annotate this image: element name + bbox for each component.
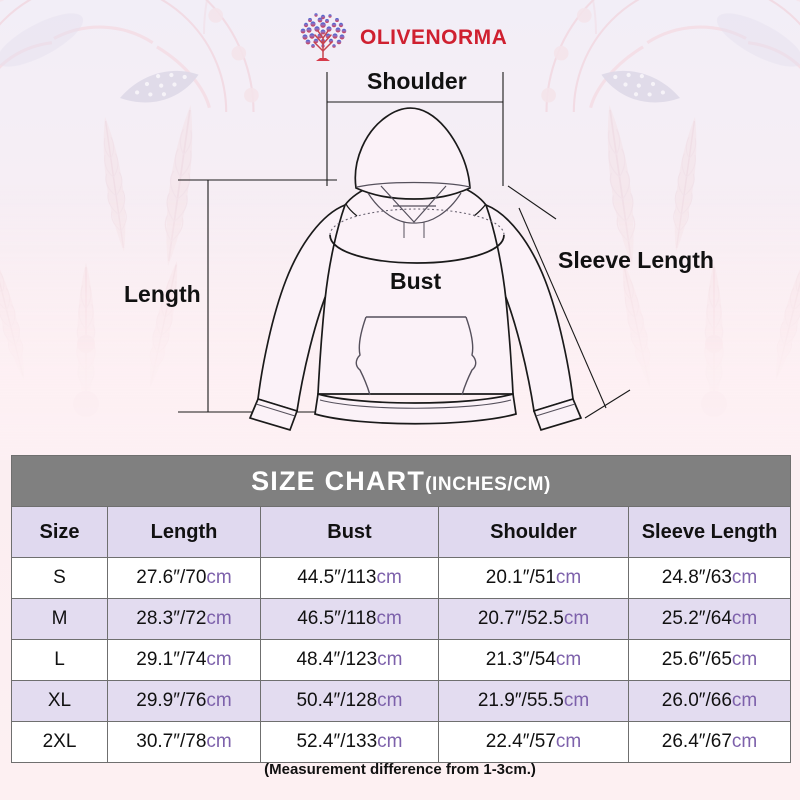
column-header-length: Length	[107, 506, 261, 558]
length-label: Length	[124, 281, 201, 307]
cuff-seams	[255, 403, 576, 417]
cell-size: M	[11, 598, 108, 640]
shoulder-label: Shoulder	[367, 68, 467, 94]
cell-size: L	[11, 639, 108, 681]
column-header-size: Size	[11, 506, 108, 558]
cell-length: 28.3″/72cm	[107, 598, 261, 640]
cell-length: 29.1″/74cm	[107, 639, 261, 681]
size-chart-table-wrap: SIZE CHART(INCHES/CM) Size Length Bust S…	[10, 455, 792, 763]
cell-bust: 46.5″/118cm	[260, 598, 439, 640]
cell-length: 29.9″/76cm	[107, 680, 261, 722]
cell-sleeve: 24.8″/63cm	[627, 557, 792, 599]
table-row: L 29.1″/74cm 48.4″/123cm 21.3″/54cm 25.6…	[11, 639, 792, 681]
table-row: S 27.6″/70cm 44.5″/113cm 20.1″/51cm 24.8…	[11, 557, 792, 599]
cell-sleeve: 25.2″/64cm	[627, 598, 792, 640]
hoodie-measurement-diagram	[178, 72, 631, 432]
sleeve-length-label: Sleeve Length	[558, 247, 714, 273]
tree-icon	[300, 13, 347, 61]
cell-shoulder: 20.1″/51cm	[438, 557, 629, 599]
measurement-footnote: (Measurement difference from 1-3cm.)	[264, 761, 536, 778]
cell-size: 2XL	[11, 721, 108, 763]
bust-measure-ellipse	[329, 208, 505, 264]
cell-sleeve: 26.4″/67cm	[627, 721, 792, 763]
cell-length: 30.7″/78cm	[107, 721, 261, 763]
table-header-row: Size Length Bust Shoulder Sleeve Length	[11, 506, 792, 558]
brand-name: OLIVENORMA	[360, 25, 508, 49]
table-title-row: SIZE CHART(INCHES/CM)	[10, 455, 792, 507]
shoulder-seams	[345, 203, 487, 217]
cell-bust: 44.5″/113cm	[260, 557, 439, 599]
cell-shoulder: 21.9″/55.5cm	[438, 680, 629, 722]
table-row: 2XL 30.7″/78cm 52.4″/133cm 22.4″/57cm 26…	[11, 721, 792, 763]
kangaroo-pocket	[355, 316, 477, 396]
table-row: M 28.3″/72cm 46.5″/118cm 20.7″/52.5cm 25…	[11, 598, 792, 640]
cell-shoulder: 20.7″/52.5cm	[438, 598, 629, 640]
table-title-sub: (INCHES/CM)	[425, 473, 551, 495]
sleeve-measure-line	[507, 185, 631, 419]
hem-stitch	[319, 399, 512, 409]
column-header-shoulder: Shoulder	[438, 506, 629, 558]
shoulder-measure-line	[326, 72, 504, 186]
neck-detail	[356, 181, 471, 224]
cell-length: 27.6″/70cm	[107, 557, 261, 599]
size-chart-table: SIZE CHART(INCHES/CM) Size Length Bust S…	[10, 455, 792, 763]
cell-shoulder: 21.3″/54cm	[438, 639, 629, 681]
table-title-cell: SIZE CHART(INCHES/CM)	[10, 455, 792, 507]
hoodie-drawing	[248, 175, 583, 432]
cell-sleeve: 26.0″/66cm	[627, 680, 792, 722]
cell-bust: 52.4″/133cm	[260, 721, 439, 763]
cell-size: XL	[11, 680, 108, 722]
table-row: XL 29.9″/76cm 50.4″/128cm 21.9″/55.5cm 2…	[11, 680, 792, 722]
cell-shoulder: 22.4″/57cm	[438, 721, 629, 763]
brand-logo: OLIVENORMA	[292, 8, 512, 66]
cell-size: S	[11, 557, 108, 599]
cell-bust: 48.4″/123cm	[260, 639, 439, 681]
cell-bust: 50.4″/128cm	[260, 680, 439, 722]
cell-sleeve: 25.6″/65cm	[627, 639, 792, 681]
hood	[354, 107, 471, 200]
column-header-bust: Bust	[260, 506, 439, 558]
column-header-sleeve-length: Sleeve Length	[627, 506, 792, 558]
drawstrings	[403, 222, 425, 238]
table-title-main: SIZE CHART	[251, 465, 426, 496]
bust-label: Bust	[390, 268, 442, 294]
